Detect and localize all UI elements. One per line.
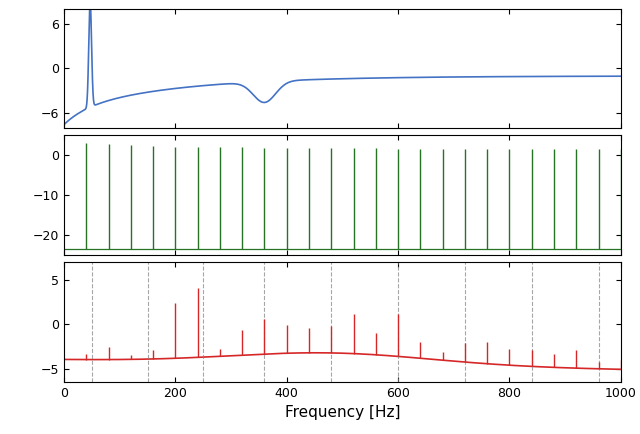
X-axis label: Frequency [Hz]: Frequency [Hz] — [285, 405, 400, 421]
